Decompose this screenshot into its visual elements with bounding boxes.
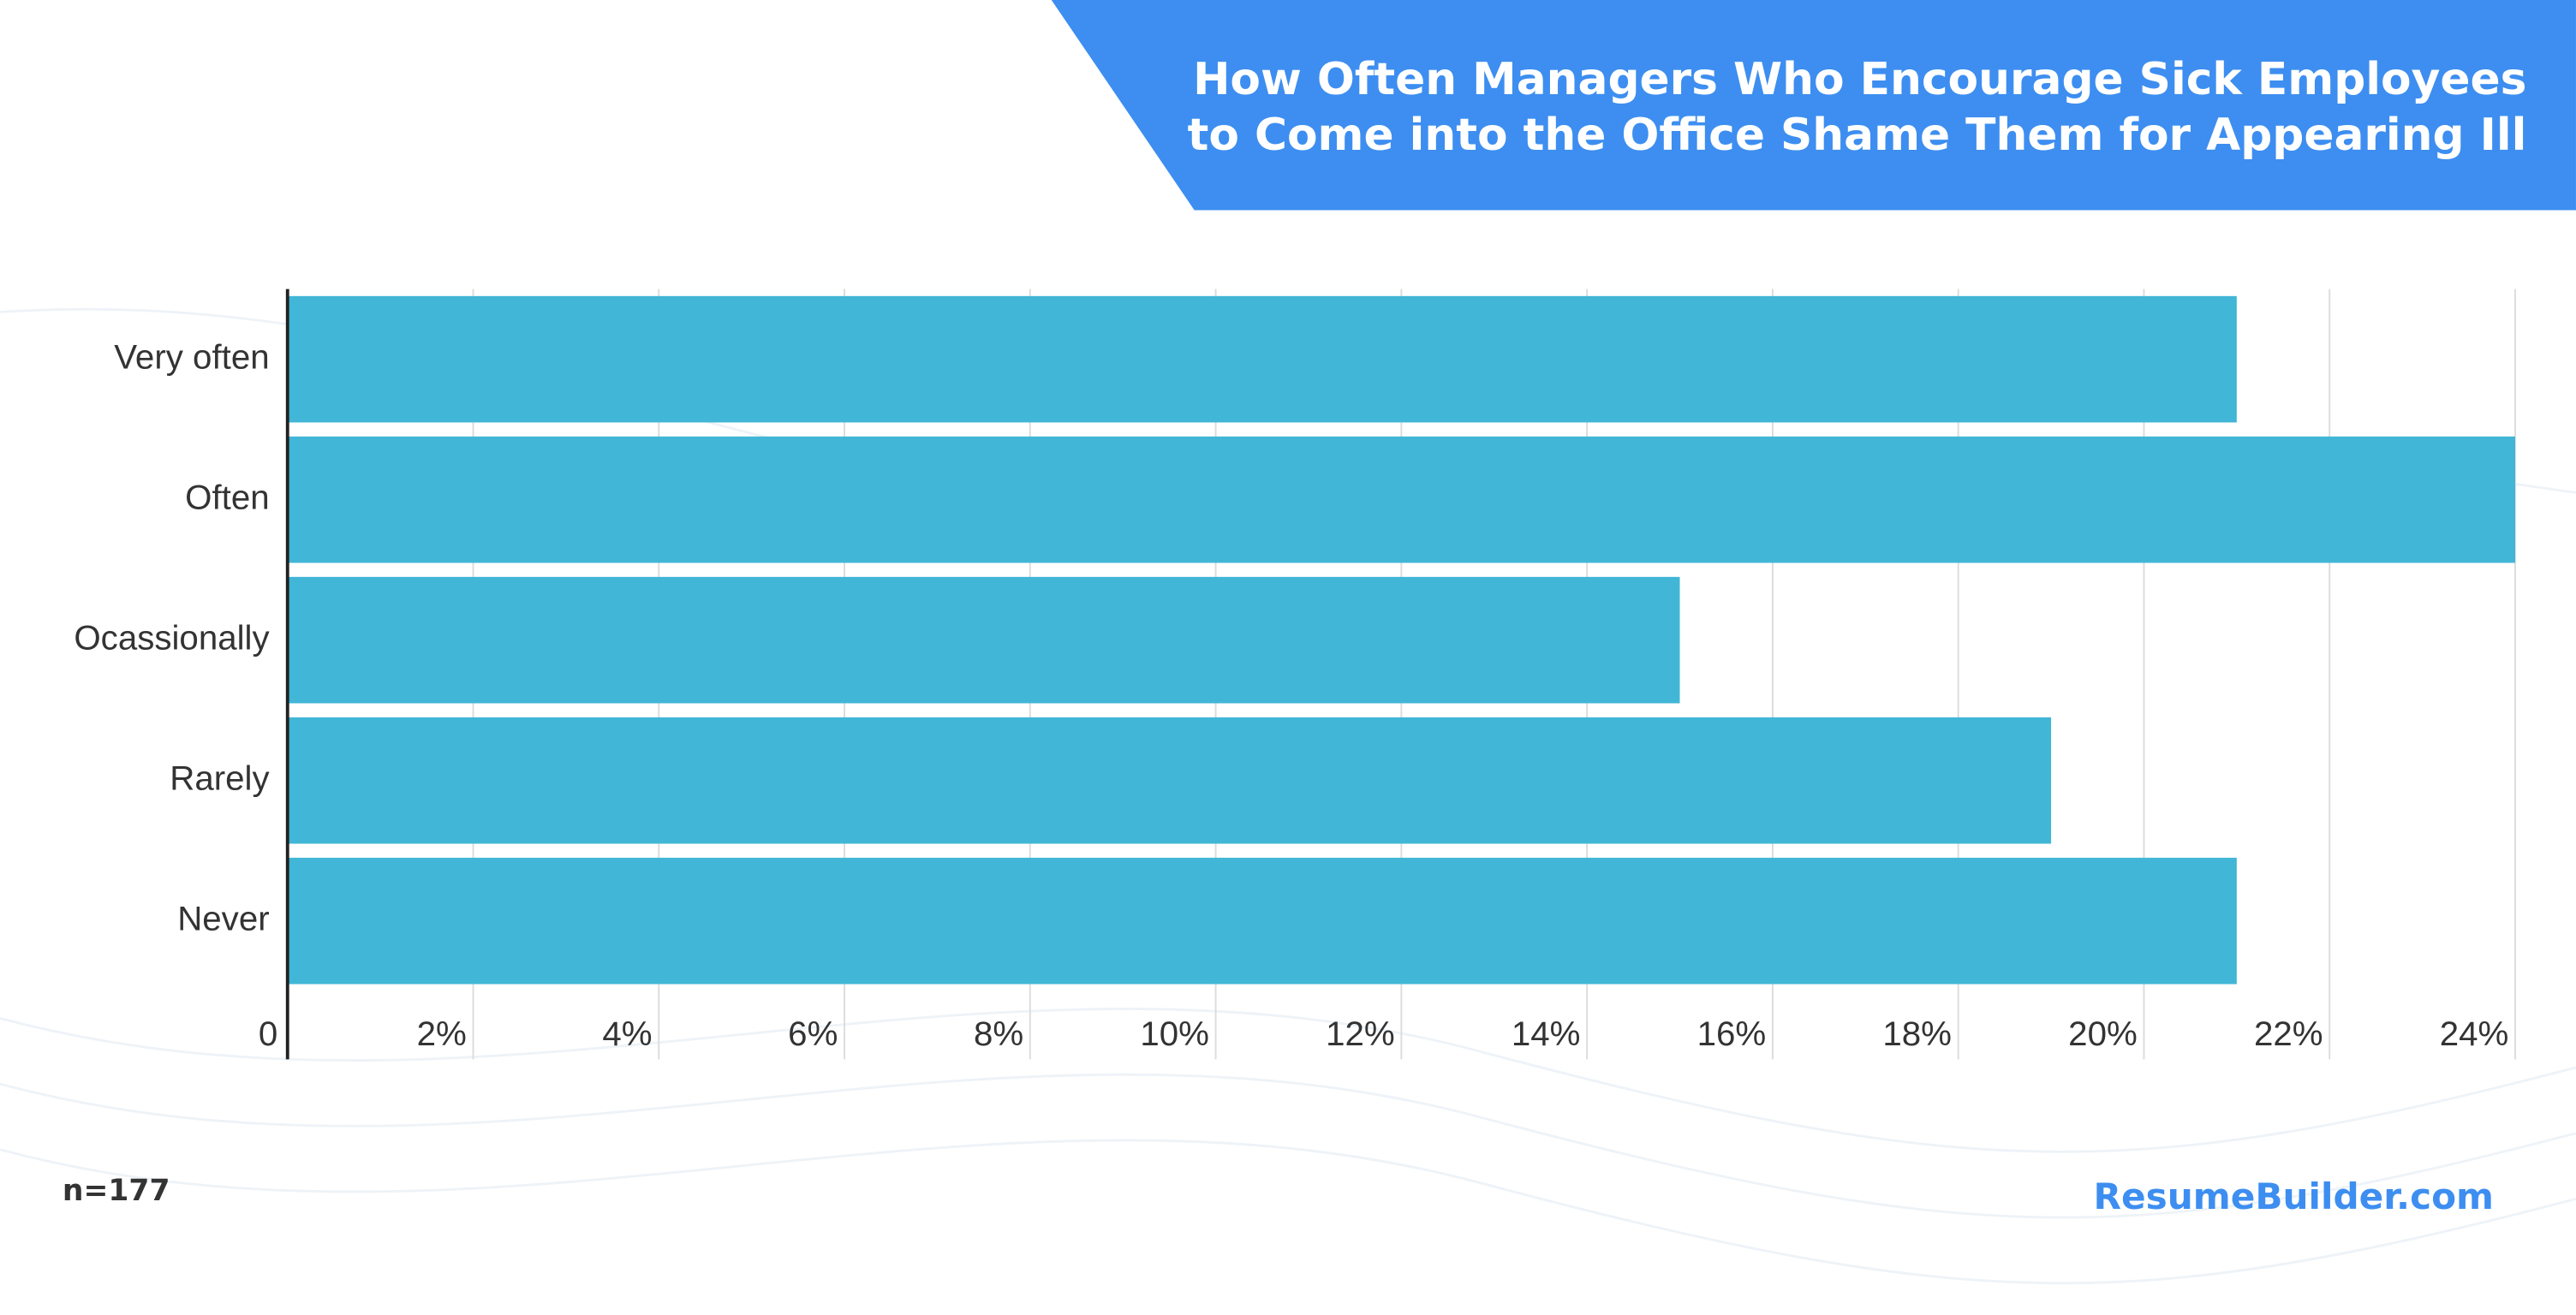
x-tick-label: 6% (788, 1015, 838, 1053)
x-tick-label: 2% (417, 1015, 467, 1053)
y-tick-label: Ocassionally (74, 618, 270, 657)
x-tick-label: 8% (974, 1015, 1023, 1053)
bar (287, 857, 2237, 985)
y-tick-label: Never (177, 899, 269, 937)
x-tick-label: 10% (1140, 1015, 1209, 1053)
source: ResumeBuilder.com (2094, 1175, 2495, 1217)
x-tick-label: 0 (259, 1015, 277, 1053)
bar (287, 295, 2237, 423)
x-tick-label: 12% (1326, 1015, 1395, 1053)
x-tick-label: 20% (2068, 1015, 2138, 1053)
y-tick-label: Rarely (170, 759, 270, 797)
chart-title: How Often Managers Who Encourage Sick Em… (1193, 54, 2526, 105)
bar (287, 717, 2052, 844)
title-banner (1051, 0, 2576, 211)
bar (287, 576, 1680, 704)
x-tick-label: 18% (1882, 1015, 1952, 1053)
y-tick-label: Often (185, 478, 269, 516)
chart-title: to Come into the Office Shame Them for A… (1188, 110, 2527, 161)
x-tick-label: 24% (2440, 1015, 2509, 1053)
x-tick-label: 16% (1697, 1015, 1767, 1053)
footnote: n=177 (63, 1174, 170, 1208)
x-tick-label: 14% (1512, 1015, 1581, 1053)
x-tick-label: 22% (2254, 1015, 2323, 1053)
x-tick-label: 4% (602, 1015, 652, 1053)
y-tick-label: Very often (114, 337, 269, 376)
bar (287, 436, 2515, 563)
